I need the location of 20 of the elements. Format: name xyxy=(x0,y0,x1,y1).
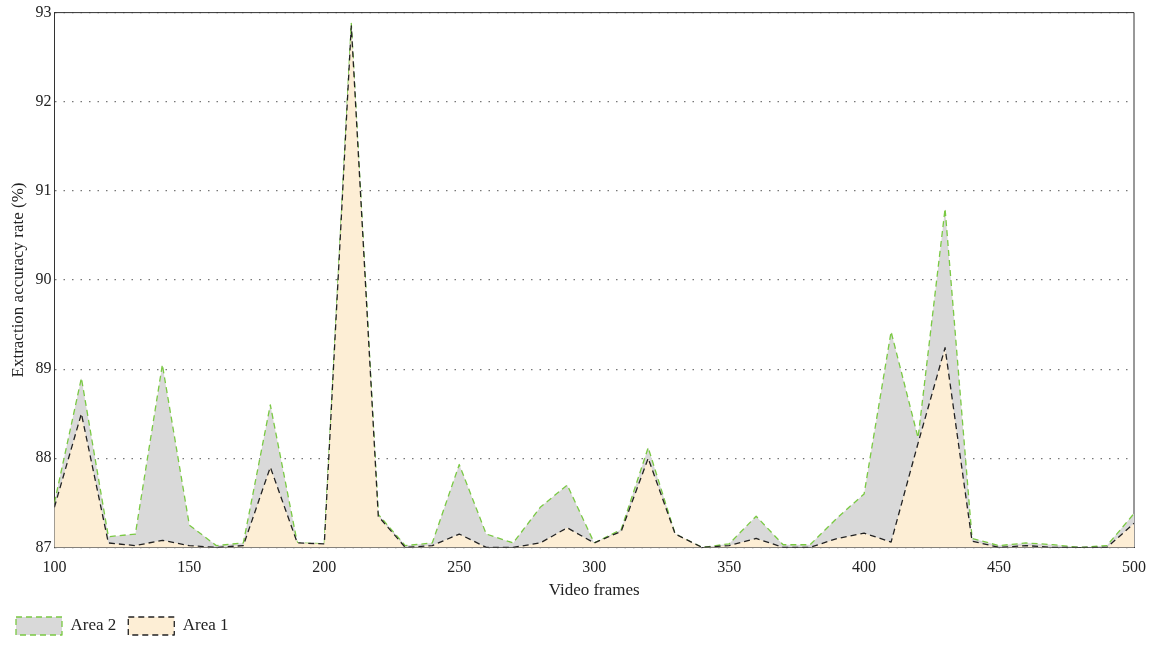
x-tick-label: 450 xyxy=(987,558,1012,576)
x-tick-label: 300 xyxy=(582,558,607,576)
y-tick-label: 90 xyxy=(35,270,52,288)
x-tick-label: 400 xyxy=(852,558,877,576)
legend-label: Area 1 xyxy=(182,615,229,635)
x-tick-label: 100 xyxy=(42,558,67,576)
y-tick-label: 89 xyxy=(35,359,52,377)
y-tick-label: 87 xyxy=(35,537,52,555)
x-tick-label: 250 xyxy=(447,558,472,576)
x-axis-title: Video frames xyxy=(548,580,640,600)
y-tick-label: 88 xyxy=(35,448,52,466)
y-tick-label: 91 xyxy=(35,181,52,199)
y-tick-label: 92 xyxy=(35,91,52,109)
x-tick-label: 500 xyxy=(1122,558,1146,576)
legend-label: Area 2 xyxy=(70,615,117,635)
x-tick-label: 150 xyxy=(177,558,202,576)
y-tick-label: 93 xyxy=(35,2,52,20)
y-axis-title: Extraction accuracy rate (%) xyxy=(7,182,27,378)
x-tick-label: 350 xyxy=(717,558,742,576)
x-tick-label: 200 xyxy=(312,558,337,576)
